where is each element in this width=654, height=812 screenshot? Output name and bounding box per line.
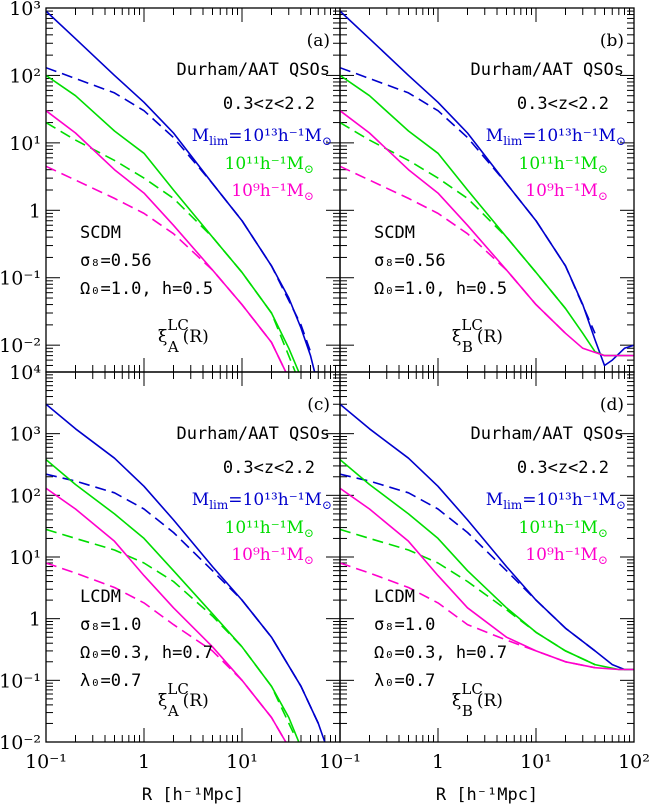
y-tick-label: 10³ (9, 424, 41, 446)
legend-entry-magenta: 10⁹h⁻¹M⊙ (231, 181, 314, 203)
y-tick-label: 10¹ (9, 133, 41, 155)
x-tick-label: 10¹ (520, 751, 552, 773)
panel-label: (b) (600, 31, 624, 51)
model-param: LCDM (80, 587, 121, 607)
model-param: λ₀=0.7 (374, 671, 435, 691)
survey-label: Durham/AAT QSOs (176, 424, 330, 444)
y-tick-label: 10⁴ (9, 362, 41, 384)
legend-entry-blue: Mlim=10¹³h⁻¹M⊙ (486, 490, 626, 512)
y-tick-label: 10⁻¹ (0, 670, 41, 692)
y-tick-label: 10² (9, 485, 41, 507)
panel-label: (d) (600, 395, 624, 415)
panel-label: (a) (307, 31, 330, 51)
legend-entry-blue: Mlim=10¹³h⁻¹M⊙ (192, 126, 332, 148)
model-param: σ₈=1.0 (374, 615, 435, 635)
y-tick-label: 1 (29, 200, 41, 222)
y-tick-label: 10⁻² (0, 732, 41, 754)
dashed-magenta-curve (340, 562, 596, 669)
x-tick-label: 1 (138, 751, 150, 773)
survey-label: Durham/AAT QSOs (470, 424, 624, 444)
dashed-blue-curve (46, 66, 312, 352)
curves (340, 10, 634, 367)
x-tick-label: 10² (618, 751, 650, 773)
dashed-green-curve (340, 121, 567, 310)
legend-entry-green: 10¹¹h⁻¹M⊙ (225, 154, 314, 176)
dashed-blue-curve (340, 66, 596, 334)
model-param: λ₀=0.7 (80, 671, 141, 691)
legend-entry-magenta: 10⁹h⁻¹M⊙ (525, 181, 608, 203)
legend-entry-magenta: 10⁹h⁻¹M⊙ (231, 545, 314, 567)
model-param: Ω₀=1.0, h=0.5 (80, 279, 213, 299)
axis-ticks (45, 7, 341, 373)
dashed-green-curve (46, 121, 297, 372)
redshift-label: 0.3<z<2.2 (223, 94, 315, 114)
solid-green-curve (46, 74, 300, 372)
panel-frame (339, 371, 635, 743)
y-tick-label: 1 (29, 609, 41, 631)
redshift-label: 0.3<z<2.2 (223, 458, 315, 478)
model-param: SCDM (374, 223, 415, 243)
dashed-magenta-curve (46, 562, 287, 742)
legend-entry-green: 10¹¹h⁻¹M⊙ (519, 518, 608, 540)
solid-green-curve (46, 458, 300, 742)
legend-entry-blue: Mlim=10¹³h⁻¹M⊙ (486, 126, 626, 148)
legend-entry-green: 10¹¹h⁻¹M⊙ (225, 518, 314, 540)
estimator-label: ξLC A (R) (158, 680, 209, 720)
panel-d: (d) Durham/AAT QSOs 0.3<z<2.2 Mlim=10¹³h⁻¹M… (319, 371, 650, 805)
solid-blue-curve (46, 403, 326, 742)
estimator-label: ξLC B (R) (452, 680, 503, 720)
solid-green-curve (340, 74, 634, 357)
model-param: SCDM (80, 223, 121, 243)
model-param: Ω₀=0.3, h=0.7 (80, 643, 213, 663)
dashed-green-curve (340, 528, 596, 666)
x-tick-label: 10¹ (226, 751, 258, 773)
survey-label: Durham/AAT QSOs (176, 60, 330, 80)
model-param: σ₈=0.56 (80, 251, 152, 271)
model-param: σ₈=1.0 (80, 615, 141, 635)
panel-label: (c) (307, 395, 330, 415)
x-axis-label: R [h⁻¹Mpc] (142, 785, 244, 805)
panel-a: 10³ 10² 10¹ 1 10⁻¹ 10⁻² (a) Durham/AAT QSOs 0.3<… (0, 0, 341, 373)
x-axis-label: R [h⁻¹Mpc] (436, 785, 538, 805)
estimator-label: ξLC A (R) (158, 316, 209, 356)
legend-entry-blue: Mlim=10¹³h⁻¹M⊙ (192, 490, 332, 512)
x-tick-label: 10⁻¹ (319, 751, 361, 773)
model-param: Ω₀=0.3, h=0.7 (374, 643, 507, 663)
model-param: Ω₀=1.0, h=0.5 (374, 279, 507, 299)
solid-magenta-curve (340, 487, 634, 671)
legend-entry-magenta: 10⁹h⁻¹M⊙ (525, 545, 608, 567)
dashed-blue-curve (340, 473, 596, 652)
y-tick-label: 10¹ (9, 547, 41, 569)
curves (340, 403, 634, 671)
model-param: σ₈=0.56 (374, 251, 446, 271)
y-tick-label: 10⁻¹ (0, 268, 41, 290)
estimator-label: ξLC B (R) (452, 316, 503, 356)
dashed-magenta-curve (340, 165, 567, 334)
x-tick-label: 1 (432, 751, 444, 773)
solid-green-curve (340, 458, 634, 671)
y-tick-label: 10³ (9, 0, 41, 20)
y-tick-label: 10⁻² (0, 335, 41, 357)
curves (46, 403, 326, 742)
y-tick-label: 10² (9, 65, 41, 87)
redshift-label: 0.3<z<2.2 (517, 94, 609, 114)
redshift-label: 0.3<z<2.2 (517, 458, 609, 478)
survey-label: Durham/AAT QSOs (470, 60, 624, 80)
legend-entry-green: 10¹¹h⁻¹M⊙ (519, 154, 608, 176)
dashed-magenta-curve (46, 165, 287, 372)
model-param: LCDM (374, 587, 415, 607)
dashed-blue-curve (46, 473, 320, 724)
curves (46, 10, 319, 372)
x-tick-label: 10⁻¹ (25, 751, 67, 773)
dashed-green-curve (46, 528, 297, 738)
panel-b: (b) Durham/AAT QSOs 0.3<z<2.2 Mlim=10¹³h⁻¹M… (339, 7, 635, 373)
solid-blue-curve (340, 403, 634, 671)
